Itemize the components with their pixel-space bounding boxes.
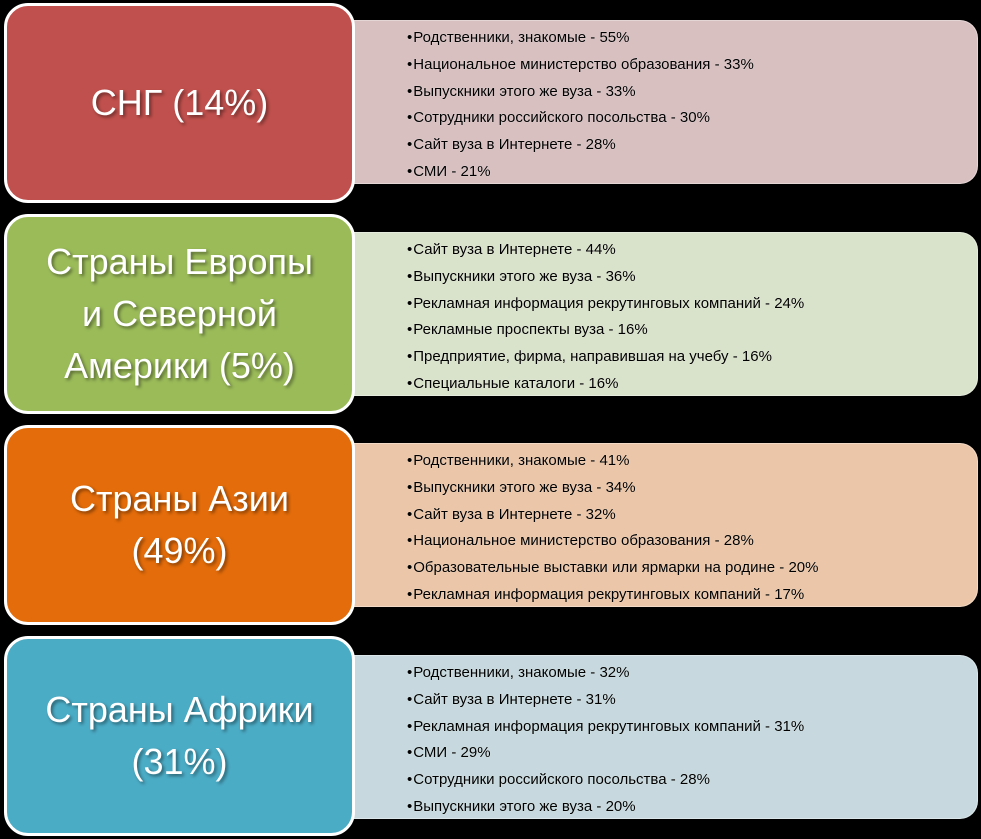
africa-sources-list: Родственники, знакомые - 32% Сайт вуза в… bbox=[407, 660, 977, 821]
source-item: Специальные каталоги - 16% bbox=[407, 371, 977, 398]
cis-label-box: СНГ (14%) bbox=[4, 3, 355, 203]
source-item: Выпускники этого же вуза - 34% bbox=[407, 475, 977, 502]
source-item: Национальное министерство образования - … bbox=[407, 52, 977, 79]
source-item: Предприятие, фирма, направившая на учебу… bbox=[407, 344, 977, 371]
africa-label-box: Страны Африки (31%) bbox=[4, 636, 355, 836]
source-item: Сайт вуза в Интернете - 31% bbox=[407, 687, 977, 714]
africa-label: Страны Африки (31%) bbox=[45, 689, 314, 782]
source-item: Рекламная информация рекрутинговых компа… bbox=[407, 291, 977, 318]
source-item: Образовательные выставки или ярмарки на … bbox=[407, 555, 977, 582]
africa-sources-panel: Родственники, знакомые - 32% Сайт вуза в… bbox=[322, 655, 978, 819]
asia-label: Страны Азии (49%) bbox=[69, 478, 290, 571]
asia-sources-list: Родственники, знакомые - 41% Выпускники … bbox=[407, 448, 977, 609]
source-item: Выпускники этого же вуза - 33% bbox=[407, 79, 977, 106]
source-item: Национальное министерство образования - … bbox=[407, 528, 977, 555]
asia-label-box: Страны Азии (49%) bbox=[4, 425, 355, 625]
europe-sources-list: Сайт вуза в Интернете - 44% Выпускники э… bbox=[407, 237, 977, 398]
source-item: Родственники, знакомые - 41% bbox=[407, 448, 977, 475]
source-item: Рекламная информация рекрутинговых компа… bbox=[407, 714, 977, 741]
source-item: Сотрудники российского посольства - 28% bbox=[407, 767, 977, 794]
source-item: Рекламная информация рекрутинговых компа… bbox=[407, 582, 977, 609]
source-item: Выпускники этого же вуза - 20% bbox=[407, 794, 977, 821]
source-item: Сайт вуза в Интернете - 32% bbox=[407, 502, 977, 529]
source-item: Сайт вуза в Интернете - 28% bbox=[407, 132, 977, 159]
source-item: Выпускники этого же вуза - 36% bbox=[407, 264, 977, 291]
source-item: Родственники, знакомые - 55% bbox=[407, 25, 977, 52]
europe-sources-panel: Сайт вуза в Интернете - 44% Выпускники э… bbox=[322, 232, 978, 396]
cis-sources-list: Родственники, знакомые - 55% Национально… bbox=[407, 25, 977, 186]
source-item: СМИ - 21% bbox=[407, 159, 977, 186]
cis-label: СНГ (14%) bbox=[90, 82, 269, 123]
source-item: Родственники, знакомые - 32% bbox=[407, 660, 977, 687]
europe-label: Страны Европы и Северной Америки (5%) bbox=[46, 241, 313, 386]
source-item: Сайт вуза в Интернете - 44% bbox=[407, 237, 977, 264]
source-item: Сотрудники российского посольства - 30% bbox=[407, 105, 977, 132]
source-item: Рекламные проспекты вуза - 16% bbox=[407, 317, 977, 344]
europe-label-box: Страны Европы и Северной Америки (5%) bbox=[4, 214, 355, 414]
source-item: СМИ - 29% bbox=[407, 740, 977, 767]
cis-sources-panel: Родственники, знакомые - 55% Национально… bbox=[322, 20, 978, 184]
asia-sources-panel: Родственники, знакомые - 41% Выпускники … bbox=[322, 443, 978, 607]
